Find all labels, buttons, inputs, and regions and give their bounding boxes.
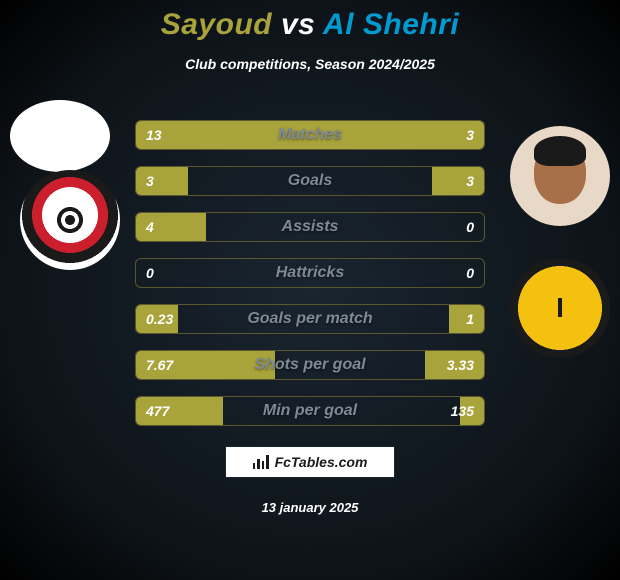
stat-row: Hattricks 0 0 bbox=[135, 258, 485, 288]
player1-avatar bbox=[10, 100, 110, 172]
stat-value-right: 0 bbox=[456, 213, 484, 241]
subtitle: Club competitions, Season 2024/2025 bbox=[0, 56, 620, 72]
stat-value-left: 4 bbox=[136, 213, 164, 241]
stat-value-left: 0.23 bbox=[136, 305, 183, 333]
stat-label-wrap: Min per goal bbox=[136, 397, 484, 425]
stat-value-right: 0 bbox=[456, 259, 484, 287]
stat-row: Matches 13 3 bbox=[135, 120, 485, 150]
stat-value-right: 135 bbox=[441, 397, 484, 425]
stat-label-wrap: Hattricks bbox=[136, 259, 484, 287]
stat-row: Goals per match 0.23 1 bbox=[135, 304, 485, 334]
stat-label-wrap: Goals per match bbox=[136, 305, 484, 333]
stat-bars: Matches 13 3 Goals 3 3 Assists 4 0 Hattricks 0 0 Goa… bbox=[135, 120, 485, 442]
stat-row: Min per goal 477 135 bbox=[135, 396, 485, 426]
stat-value-right: 1 bbox=[456, 305, 484, 333]
stat-label-wrap: Assists bbox=[136, 213, 484, 241]
player2-avatar bbox=[510, 126, 610, 226]
stat-label-wrap: Goals bbox=[136, 167, 484, 195]
stat-label: Goals per match bbox=[247, 310, 372, 328]
stat-value-left: 477 bbox=[136, 397, 179, 425]
stat-row: Goals 3 3 bbox=[135, 166, 485, 196]
football-icon bbox=[51, 201, 89, 239]
source-name: FcTables.com bbox=[275, 454, 368, 470]
player1-club-badge bbox=[20, 170, 120, 270]
stat-row: Shots per goal 7.67 3.33 bbox=[135, 350, 485, 380]
stat-label: Min per goal bbox=[263, 402, 357, 420]
stat-value-left: 7.67 bbox=[136, 351, 183, 379]
player1-name: Sayoud bbox=[161, 8, 272, 41]
stat-value-right: 3.33 bbox=[437, 351, 484, 379]
stat-label-wrap: Shots per goal bbox=[136, 351, 484, 379]
source-logo: FcTables.com bbox=[225, 446, 395, 478]
stat-value-right: 3 bbox=[456, 121, 484, 149]
stat-value-right: 3 bbox=[456, 167, 484, 195]
comparison-title: Sayoud vs Al Shehri bbox=[0, 0, 620, 42]
player2-club-badge: I bbox=[510, 258, 610, 358]
stat-label: Goals bbox=[288, 172, 332, 190]
chart-icon bbox=[253, 455, 269, 469]
stat-row: Assists 4 0 bbox=[135, 212, 485, 242]
stat-label-wrap: Matches bbox=[136, 121, 484, 149]
stat-value-left: 13 bbox=[136, 121, 172, 149]
stat-value-left: 3 bbox=[136, 167, 164, 195]
stat-label: Shots per goal bbox=[254, 356, 365, 374]
stat-label: Matches bbox=[278, 126, 342, 144]
stat-label: Hattricks bbox=[276, 264, 344, 282]
vs-text: vs bbox=[281, 8, 315, 41]
club-initial: I bbox=[556, 292, 564, 324]
stat-label: Assists bbox=[282, 218, 339, 236]
stat-value-left: 0 bbox=[136, 259, 164, 287]
date-text: 13 january 2025 bbox=[0, 500, 620, 515]
player2-name: Al Shehri bbox=[323, 8, 459, 41]
